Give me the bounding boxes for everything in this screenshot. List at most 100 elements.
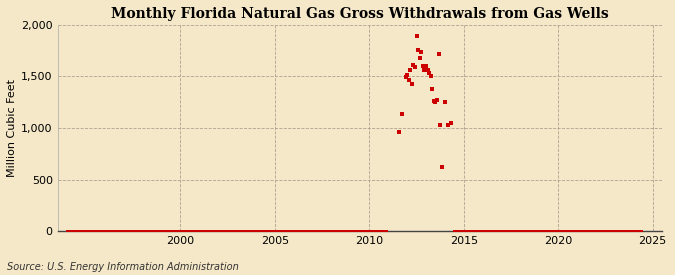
- Point: [90, 229, 101, 233]
- Point: [354, 229, 365, 233]
- Point: [634, 229, 645, 233]
- Point: [600, 229, 611, 233]
- Point: [436, 165, 447, 169]
- Point: [337, 229, 348, 233]
- Point: [450, 229, 461, 233]
- Point: [263, 229, 274, 233]
- Point: [273, 229, 284, 233]
- Point: [537, 229, 548, 233]
- Point: [556, 229, 567, 233]
- Point: [88, 229, 99, 233]
- Point: [215, 229, 225, 233]
- Point: [146, 229, 157, 233]
- Point: [433, 52, 444, 56]
- Point: [587, 229, 598, 233]
- Point: [196, 229, 207, 233]
- Point: [578, 229, 589, 233]
- Point: [188, 229, 198, 233]
- Point: [197, 229, 208, 233]
- Point: [315, 229, 326, 233]
- Point: [183, 229, 194, 233]
- Point: [235, 229, 246, 233]
- Point: [367, 229, 378, 233]
- Point: [520, 229, 531, 233]
- Point: [585, 229, 595, 233]
- Point: [457, 229, 468, 233]
- Point: [71, 229, 82, 233]
- Point: [491, 229, 502, 233]
- Point: [495, 229, 506, 233]
- Point: [125, 229, 136, 233]
- Point: [586, 229, 597, 233]
- Point: [365, 229, 376, 233]
- Point: [359, 229, 370, 233]
- Point: [575, 229, 586, 233]
- Point: [469, 229, 480, 233]
- Point: [279, 229, 290, 233]
- Point: [553, 229, 564, 233]
- Point: [551, 229, 562, 233]
- Point: [205, 229, 216, 233]
- Point: [488, 229, 499, 233]
- Point: [561, 229, 572, 233]
- Point: [424, 71, 435, 76]
- Point: [516, 229, 527, 233]
- Point: [455, 229, 466, 233]
- Point: [545, 229, 556, 233]
- Point: [471, 229, 482, 233]
- Point: [496, 229, 507, 233]
- Point: [334, 229, 345, 233]
- Point: [400, 75, 411, 80]
- Point: [500, 229, 510, 233]
- Point: [79, 229, 90, 233]
- Y-axis label: Million Cubic Feet: Million Cubic Feet: [7, 79, 17, 177]
- Point: [592, 229, 603, 233]
- Point: [362, 229, 373, 233]
- Point: [280, 229, 291, 233]
- Point: [547, 229, 558, 233]
- Point: [274, 229, 285, 233]
- Point: [298, 229, 308, 233]
- Point: [618, 229, 628, 233]
- Point: [217, 229, 228, 233]
- Point: [410, 65, 421, 69]
- Point: [78, 229, 88, 233]
- Point: [342, 229, 352, 233]
- Point: [573, 229, 584, 233]
- Point: [616, 229, 626, 233]
- Point: [107, 229, 118, 233]
- Point: [619, 229, 630, 233]
- Point: [122, 229, 132, 233]
- Point: [288, 229, 299, 233]
- Point: [80, 229, 91, 233]
- Point: [277, 229, 288, 233]
- Point: [591, 229, 601, 233]
- Point: [394, 130, 404, 134]
- Point: [518, 229, 529, 233]
- Point: [633, 229, 644, 233]
- Point: [169, 229, 180, 233]
- Point: [320, 229, 331, 233]
- Point: [134, 229, 145, 233]
- Point: [464, 229, 475, 233]
- Point: [252, 229, 263, 233]
- Point: [472, 229, 483, 233]
- Point: [246, 229, 256, 233]
- Point: [285, 229, 296, 233]
- Point: [175, 229, 186, 233]
- Point: [624, 229, 634, 233]
- Point: [549, 229, 560, 233]
- Point: [234, 229, 244, 233]
- Point: [240, 229, 250, 233]
- Point: [345, 229, 356, 233]
- Point: [244, 229, 255, 233]
- Point: [529, 229, 540, 233]
- Point: [606, 229, 617, 233]
- Point: [130, 229, 140, 233]
- Point: [178, 229, 189, 233]
- Point: [350, 229, 360, 233]
- Point: [329, 229, 340, 233]
- Point: [566, 229, 576, 233]
- Point: [504, 229, 515, 233]
- Point: [198, 229, 209, 233]
